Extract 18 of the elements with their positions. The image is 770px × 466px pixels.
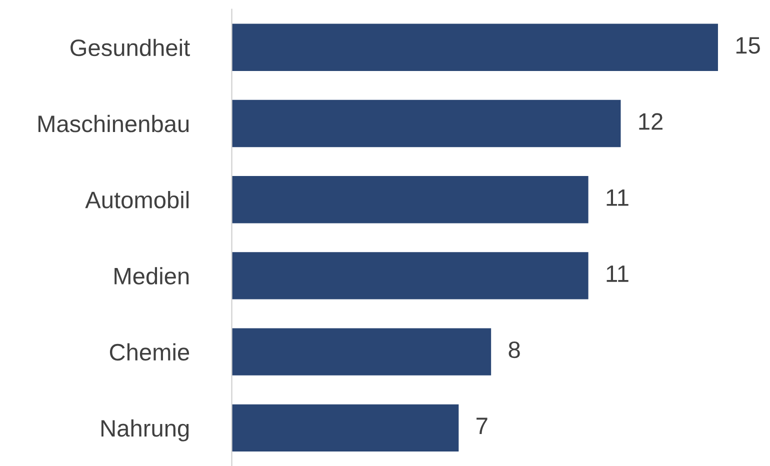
bar	[232, 100, 621, 148]
y-tick-label: Medien	[114, 267, 189, 285]
bar	[232, 176, 588, 224]
bar	[232, 328, 492, 376]
data-label: 15	[736, 37, 760, 54]
data-label: 7	[476, 418, 488, 434]
bar	[232, 24, 718, 71]
data-label: 11	[606, 266, 628, 282]
y-tick-label: Gesundheit	[70, 38, 190, 56]
data-label: 12	[639, 113, 662, 130]
y-tick-label: Chemie	[110, 343, 190, 361]
y-tick-label: Nahrung	[101, 419, 189, 442]
data-label: 8	[508, 341, 520, 358]
y-tick-label: Maschinenbau	[38, 114, 189, 132]
data-label: 11	[606, 189, 628, 206]
bar	[232, 252, 588, 300]
y-tick-label: Automobil	[85, 191, 189, 208]
bar	[232, 404, 459, 452]
